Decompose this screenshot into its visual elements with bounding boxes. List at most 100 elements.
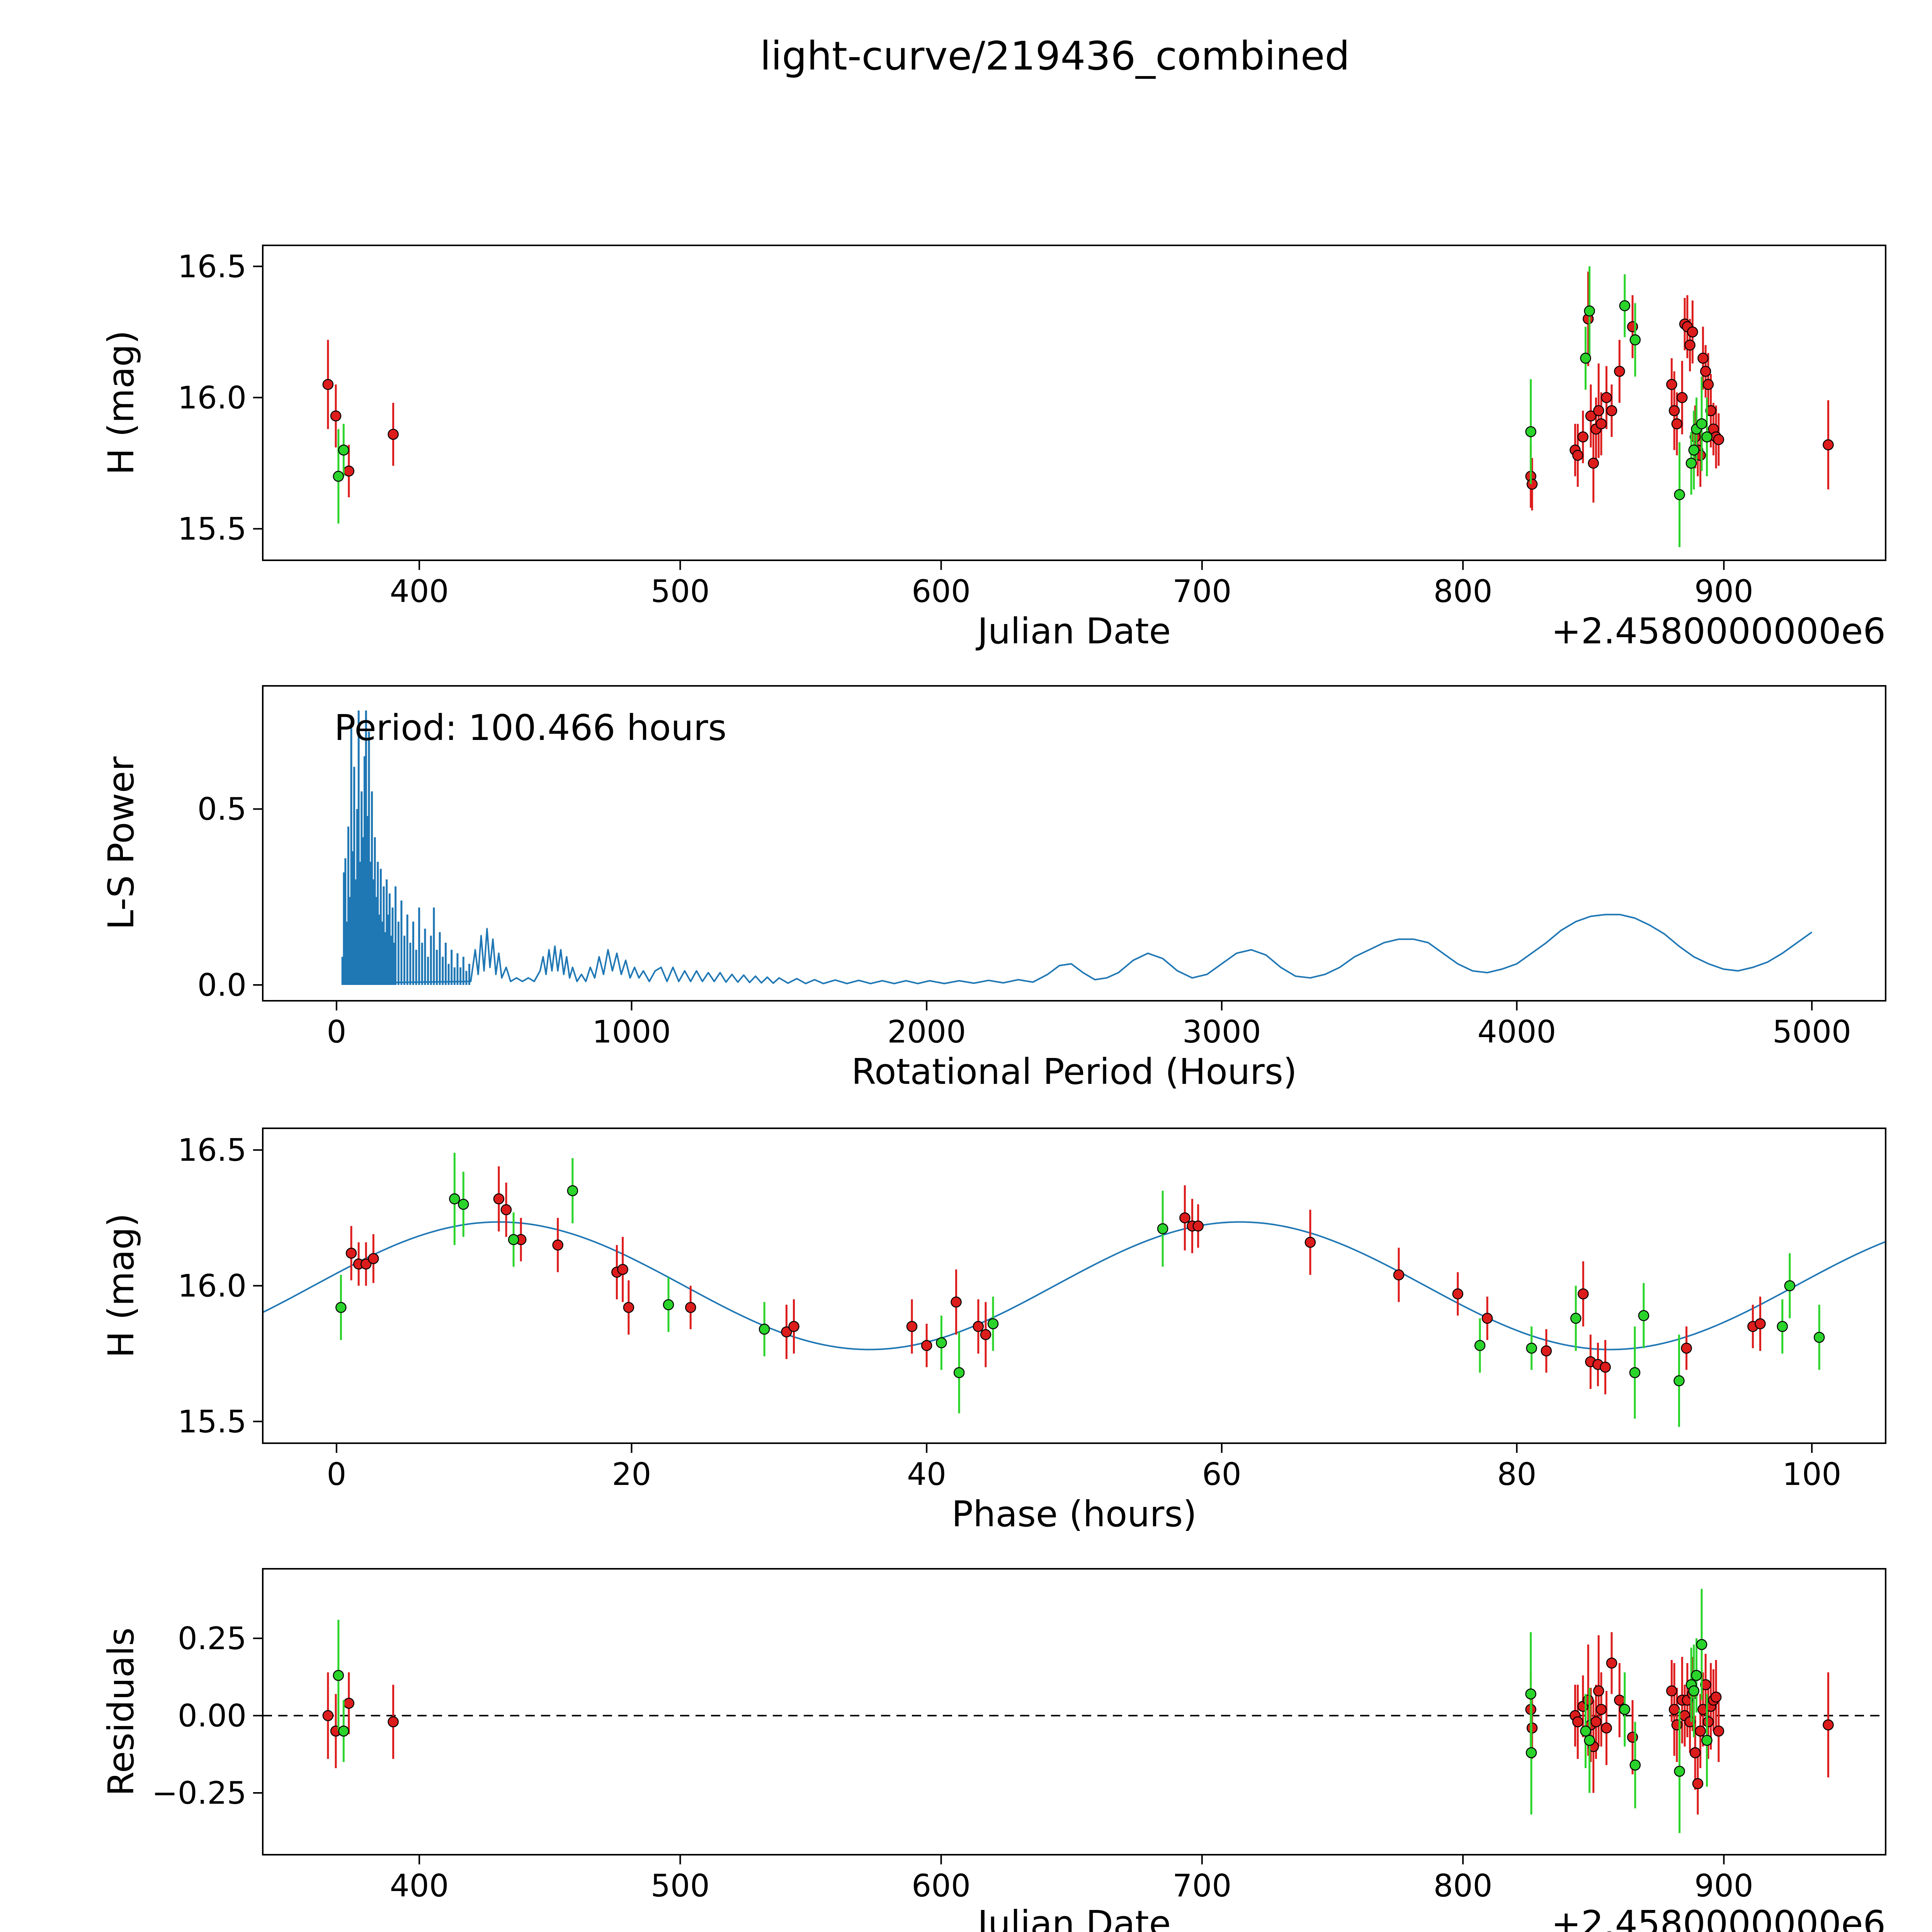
data-point	[1697, 352, 1709, 364]
panel-light-curve: 400 500 600 700 800 900 15.5 16.0 16.5	[178, 245, 1886, 609]
x-tick-label: 20	[612, 1456, 651, 1492]
data-point	[781, 1326, 792, 1338]
plot-area-phased-light-curve	[263, 1153, 1886, 1427]
periodogram-curve	[342, 913, 1813, 985]
data-point	[508, 1234, 519, 1245]
data-point	[449, 1193, 460, 1204]
x-tick-label: 2000	[887, 1014, 966, 1050]
data-point	[1580, 352, 1591, 364]
axes-spine	[262, 685, 1886, 1002]
p2-ylabel: L-S Power	[100, 757, 142, 930]
plot-area-periodogram	[341, 710, 1813, 985]
axes-spine	[262, 1128, 1886, 1444]
data-point	[1600, 1362, 1611, 1373]
p1-x-offset-label: +2.4580000000e6	[1551, 611, 1886, 652]
data-point	[623, 1302, 634, 1313]
data-point	[338, 1725, 349, 1737]
data-point	[1696, 1639, 1708, 1650]
y-tick-label: 0.5	[197, 791, 247, 827]
data-point	[1692, 1778, 1704, 1789]
data-point	[1572, 450, 1583, 461]
data-point	[1580, 1725, 1591, 1737]
x-tick-label: 600	[912, 1868, 971, 1904]
data-point	[1688, 1685, 1699, 1697]
y-tick-label: 0.0	[197, 967, 247, 1003]
x-tick-label: 100	[1782, 1456, 1842, 1492]
data-point	[1691, 1670, 1702, 1681]
y-tick-label: 0.25	[178, 1621, 247, 1656]
data-point	[338, 444, 349, 456]
series-dataset-red	[322, 1632, 1834, 1815]
x-tick-label: 60	[1202, 1456, 1242, 1492]
data-point	[1701, 1735, 1713, 1746]
data-point	[1304, 1236, 1316, 1248]
data-point	[1525, 426, 1536, 437]
data-point	[388, 1716, 399, 1728]
data-point	[1689, 1747, 1701, 1759]
data-point	[617, 1264, 628, 1275]
data-point	[1777, 1321, 1788, 1332]
data-point	[1393, 1269, 1405, 1281]
data-point	[1705, 405, 1716, 417]
data-point	[1526, 478, 1538, 490]
data-point	[1701, 431, 1713, 443]
data-point	[1671, 418, 1683, 430]
data-point	[1525, 1688, 1536, 1700]
p1-xlabel: Julian Date	[976, 611, 1171, 652]
data-point	[1606, 405, 1617, 417]
data-point	[458, 1199, 469, 1210]
x-tick-label: 80	[1497, 1456, 1537, 1492]
x-tick-label: 700	[1173, 1868, 1232, 1904]
data-point	[322, 379, 334, 390]
data-point	[1700, 1679, 1711, 1690]
data-point	[1696, 418, 1708, 430]
panel-residuals: 400 500 600 700 800 900 −0.25 0.00 0.25	[152, 1568, 1886, 1904]
data-point	[1526, 1342, 1537, 1354]
data-point	[1584, 1735, 1595, 1746]
data-point	[953, 1367, 965, 1378]
data-point	[1452, 1288, 1463, 1299]
p4-ylabel: Residuals	[100, 1628, 142, 1796]
data-point	[335, 1302, 347, 1313]
data-point	[1593, 1685, 1604, 1697]
data-point	[1584, 305, 1595, 317]
p4-xlabel: Julian Date	[976, 1903, 1171, 1932]
data-point	[663, 1299, 674, 1310]
data-point	[1666, 1685, 1677, 1697]
axes-spine	[262, 1568, 1886, 1855]
data-point	[1578, 1288, 1589, 1299]
data-point	[1629, 334, 1641, 345]
data-point	[1619, 300, 1631, 311]
data-point	[1813, 1332, 1825, 1343]
data-point	[1179, 1212, 1190, 1224]
data-point	[552, 1239, 563, 1251]
data-point	[1481, 1313, 1493, 1324]
data-point	[1695, 1725, 1706, 1737]
data-point	[1681, 1342, 1692, 1354]
x-tick-label: 900	[1694, 1868, 1753, 1904]
data-point	[906, 1321, 918, 1332]
data-point	[685, 1302, 696, 1313]
x-tick-label: 40	[907, 1456, 946, 1492]
data-point	[361, 1259, 372, 1270]
x-tick-label: 400	[390, 1868, 449, 1904]
data-point	[980, 1329, 992, 1340]
x-tick-label: 500	[651, 573, 710, 609]
y-tick-label: 16.0	[178, 380, 247, 416]
data-point	[1526, 1747, 1537, 1759]
data-point	[921, 1340, 932, 1351]
data-point	[343, 465, 355, 477]
data-point	[1629, 1759, 1641, 1771]
data-point	[368, 1253, 379, 1264]
data-point	[1684, 1716, 1696, 1728]
data-point	[1666, 379, 1677, 390]
data-point	[1710, 1691, 1722, 1703]
data-point	[1823, 1719, 1834, 1731]
data-point	[987, 1318, 999, 1330]
plot-area-light-curve	[322, 266, 1834, 548]
data-point	[322, 1710, 334, 1721]
data-point	[1601, 1722, 1612, 1734]
data-point	[1687, 326, 1698, 338]
